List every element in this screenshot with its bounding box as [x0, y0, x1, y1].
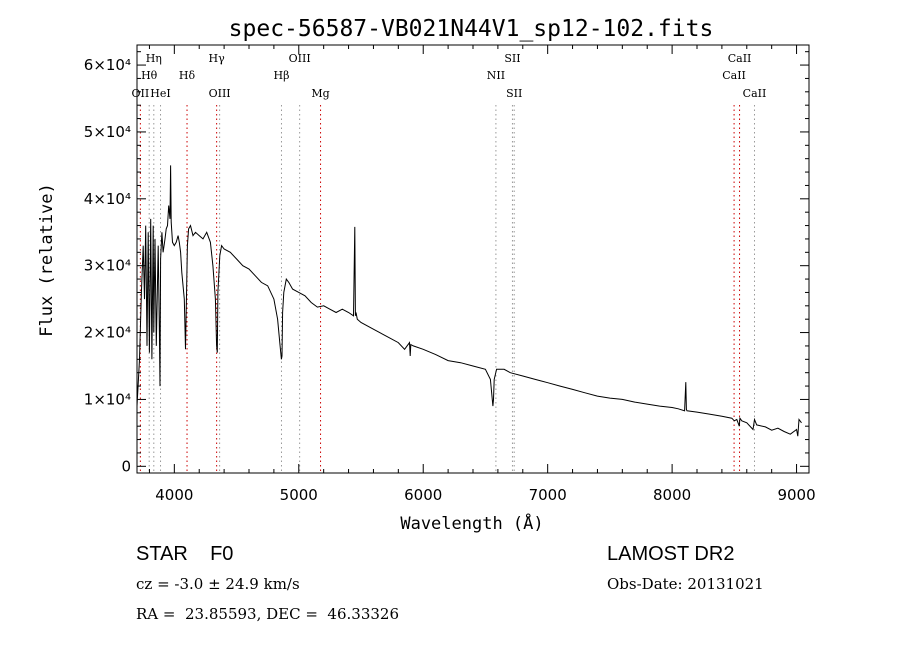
x-tick-label: 8000 [653, 486, 691, 504]
line-marker-label: Hη [146, 52, 162, 65]
line-marker-label: Hθ [141, 69, 158, 82]
x-tick-label: 4000 [155, 486, 193, 504]
line-markers: OIIHθHηHeIHδHγOIIIHβOIIIMgNIISIISIICaIIC… [132, 52, 767, 473]
y-tick-label: 4×10⁴ [84, 190, 131, 208]
spectrum-line [136, 165, 802, 437]
line-marker-label: CaII [743, 87, 767, 100]
y-tick-label: 3×10⁴ [84, 257, 131, 275]
obs-date-label: Obs-Date: 20131021 [607, 575, 764, 593]
y-tick-label: 2×10⁴ [84, 324, 131, 342]
y-tick-label: 5×10⁴ [84, 123, 131, 141]
line-marker-label: SII [504, 52, 520, 65]
survey-label: LAMOST DR2 [607, 543, 735, 565]
coords-label: RA = 23.85593, DEC = 46.33326 [136, 605, 400, 623]
line-marker-label: Mg [311, 87, 329, 100]
line-marker-label: OII [132, 87, 150, 100]
x-axis: 4000 5000 6000 7000 8000 9000 [148, 45, 816, 504]
y-axis-label: Flux (relative) [37, 183, 57, 337]
line-marker-label: OIII [289, 52, 311, 65]
x-tick-label: 5000 [280, 486, 318, 504]
line-marker-label: SII [506, 87, 522, 100]
line-marker-label: HeI [150, 87, 170, 100]
cz-label: cz = -3.0 ± 24.9 km/s [136, 575, 300, 593]
line-marker-label: CaII [722, 69, 746, 82]
y-axis: 0 1×10⁴ 2×10⁴ 3×10⁴ 4×10⁴ 5×10⁴ 6×10⁴ [84, 51, 809, 475]
chart-title: spec-56587-VB021N44V1_sp12-102.fits [229, 16, 714, 42]
line-marker-label: Hδ [179, 69, 196, 82]
class-label: STAR F0 [136, 543, 234, 565]
y-tick-label: 6×10⁴ [84, 56, 131, 74]
x-axis-label: Wavelength (Å) [400, 512, 543, 534]
line-marker-label: Hβ [274, 69, 290, 82]
y-tick-label: 1×10⁴ [84, 390, 131, 408]
line-marker-label: NII [487, 69, 505, 82]
x-tick-label: 6000 [404, 486, 442, 504]
line-marker-label: Hγ [209, 52, 226, 65]
plot-frame [136, 44, 810, 474]
y-tick-label: 0 [121, 457, 131, 475]
x-tick-label: 9000 [777, 486, 815, 504]
line-marker-label: CaII [728, 52, 752, 65]
x-tick-label: 7000 [529, 486, 567, 504]
line-marker-label: OIII [209, 87, 231, 100]
